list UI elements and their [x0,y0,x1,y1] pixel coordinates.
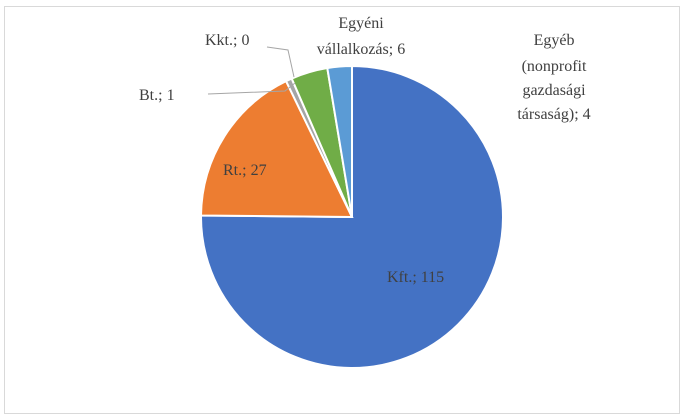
pie-slice-rt [199,79,354,219]
data-label-kft: Kft.; 115 [387,269,444,286]
pie-slices [199,64,504,369]
leader-line-kkt [266,46,295,78]
chart-frame: Bt.; 1 Kkt.; 0 Rt.; 27 Kft.; 115 Egyéni … [4,6,680,414]
data-label-egyeb-line3: gazdasági [522,82,586,99]
data-label-egyeb-line2: (nonprofit [522,58,587,75]
data-label-rt: Rt.; 27 [223,162,267,179]
data-label-egyeni-line1: Egyéni [338,15,384,32]
pie-chart: Bt.; 1 Kkt.; 0 Rt.; 27 Kft.; 115 Egyéni … [139,15,591,369]
data-label-egyeb: Egyéb (nonprofit gazdasági társaság); 4 [517,32,590,123]
data-label-egyeni-line2: vállalkozás; 6 [317,41,405,58]
pie-slice-egyeb [326,64,353,218]
data-label-bt: Bt.; 1 [139,87,175,104]
leader-line-bt [207,82,296,95]
data-label-egyeni: Egyéni vállalkozás; 6 [317,15,405,58]
data-label-egyeb-line1: Egyéb [534,32,575,49]
data-label-egyeb-line4: társaság); 4 [517,106,590,123]
data-label-kkt: Kkt.; 0 [205,32,249,49]
pie-slice-kft [200,64,504,369]
